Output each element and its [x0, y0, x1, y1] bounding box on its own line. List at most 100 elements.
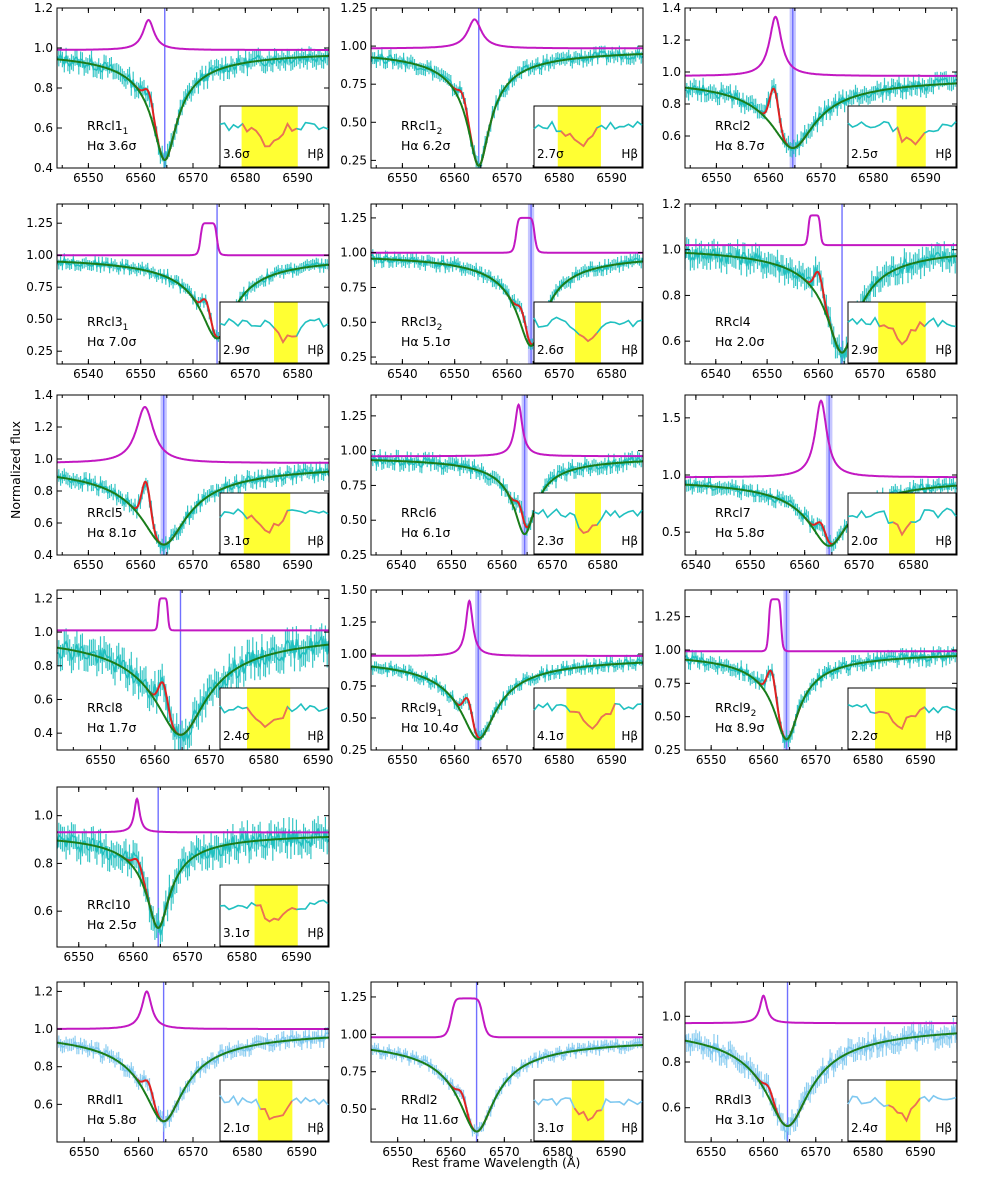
xtick-label-p15: 6590	[596, 1145, 627, 1159]
xtick-label-p13: 6560	[118, 950, 149, 964]
xtick-label-p2: 6560	[439, 171, 470, 185]
panel-p10: 6550 6560 6570 6580 6590 0.4 0.6 0.8 1.0 1.2 RRcl8…	[34, 589, 333, 767]
ytick-label-p7: 1.0	[34, 452, 53, 466]
model-absorption-p12	[685, 655, 957, 741]
xtick-label-p16: 6570	[800, 1145, 831, 1159]
ytick-label-p6: 1.2	[662, 197, 681, 211]
xtick-label-p9: 6540	[681, 558, 712, 572]
panels-group: 6550 6560 6570 6580 6590 0.4 0.6 0.8 1.0 1.2 RRcl1…	[26, 1, 958, 1159]
xtick-label-p2: 6570	[492, 171, 523, 185]
inset-sigma-p2: 2.7σ	[537, 147, 564, 161]
plot-area-p15	[371, 982, 643, 1142]
obs-spectrum-p10	[57, 633, 329, 742]
inset-sigma-p5: 2.6σ	[537, 343, 564, 357]
inset-fit-p3	[896, 127, 926, 146]
inset-sigma-p9: 2.0σ	[851, 534, 878, 548]
obs-spectrum-p2	[371, 48, 643, 168]
ytick-label-p11: 1.25	[340, 615, 367, 629]
inset-line-label-p8: Hβ	[621, 534, 638, 548]
model-absorption-p7	[57, 470, 329, 546]
panel-name-p9: RRcl7	[715, 505, 751, 520]
inset-line-label-p4: Hβ	[307, 343, 324, 357]
panel-name-p12: RRcl92	[715, 700, 756, 719]
panel-name-p14: RRdl1	[87, 1092, 124, 1107]
panel-sigma-p14: Hα 5.8σ	[87, 1112, 136, 1127]
inset-p9: 2.0σ Hβ	[847, 492, 957, 555]
panel-p12: 6550 6560 6570 6580 6590 0.25 0.50 0.75 1.00 1.25…	[654, 589, 958, 767]
inset-line-label-p9: Hβ	[935, 534, 952, 548]
ytick-label-p7: 0.8	[34, 484, 53, 498]
y-axis-label: Normalized flux	[8, 421, 23, 519]
xtick-label-p15: 6570	[489, 1145, 520, 1159]
xtick-label-p1: 6550	[73, 171, 104, 185]
ytick-label-p13: 0.8	[34, 856, 53, 870]
model-absorption-p11	[371, 661, 643, 741]
xtick-label-p5: 6550	[439, 367, 470, 381]
xtick-label-p14: 6560	[123, 1145, 154, 1159]
inset-p7: 3.1σ Hβ	[219, 492, 329, 555]
ytick-label-p4: 1.00	[26, 248, 53, 262]
panel-sigma-p13: Hα 2.5σ	[87, 917, 136, 932]
model-absorption-p16	[685, 1032, 957, 1127]
ytick-label-p1: 1.2	[34, 1, 53, 15]
xtick-label-p10: 6570	[194, 753, 225, 767]
xtick-label-p15: 6550	[382, 1145, 413, 1159]
ytick-label-p4: 0.25	[26, 344, 53, 358]
xtick-label-p5: 6560	[492, 367, 523, 381]
xtick-label-p12: 6570	[800, 753, 831, 767]
panel-p8: 6540 6550 6560 6570 6580 0.25 0.50 0.75 1.00 1.25…	[340, 394, 644, 572]
xtick-label-p10: 6580	[248, 753, 279, 767]
inset-line-label-p14: Hβ	[307, 1121, 324, 1135]
ytick-label-p4: 0.75	[26, 280, 53, 294]
ytick-label-p2: 1.25	[340, 1, 367, 15]
model-emission-p9	[685, 399, 957, 479]
xtick-label-p1: 6590	[282, 171, 313, 185]
ytick-label-p11: 0.50	[340, 711, 367, 725]
xtick-label-p12: 6580	[853, 753, 884, 767]
xtick-label-p3: 6550	[701, 171, 732, 185]
ytick-label-p12: 0.50	[654, 710, 681, 724]
xtick-label-p13: 6580	[227, 950, 258, 964]
ytick-label-p5: 0.75	[340, 280, 367, 294]
frame-p10	[56, 589, 330, 751]
model-absorption-p10	[57, 643, 329, 736]
plot-area-p14	[57, 982, 329, 1142]
ytick-label-p8: 0.25	[340, 548, 367, 562]
panel-sigma-p16: Hα 3.1σ	[715, 1112, 764, 1127]
inset-p16: 2.4σ Hβ	[847, 1079, 957, 1142]
plot-area-p7	[57, 395, 329, 555]
xtick-label-p5: 6580	[596, 367, 627, 381]
xtick-label-p3: 6580	[858, 171, 889, 185]
model-emission-p4	[57, 222, 329, 257]
obs-spectrum-p3	[685, 77, 957, 152]
panel-sigma-p6: Hα 2.0σ	[715, 334, 764, 349]
plot-area-p8	[371, 395, 643, 555]
inset-fit-p4	[273, 327, 297, 344]
xtick-label-p6: 6560	[803, 367, 834, 381]
ytick-label-p9: 0.5	[662, 525, 681, 539]
ytick-label-p4: 1.25	[26, 216, 53, 230]
plot-area-p11	[371, 590, 643, 750]
panel-sigma-p7: Hα 8.1σ	[87, 525, 136, 540]
panel-subscript-p1: 1	[123, 127, 129, 137]
model-emission-p16	[685, 994, 957, 1025]
ytick-label-p14: 1.0	[34, 1022, 53, 1036]
ytick-label-p11: 1.00	[340, 647, 367, 661]
ytick-label-p2: 1.00	[340, 39, 367, 53]
ytick-label-p3: 1.4	[662, 1, 681, 15]
obs-spectrum-p5	[371, 253, 643, 347]
ytick-label-p7: 0.4	[34, 548, 53, 562]
xtick-label-p11: 6590	[596, 753, 627, 767]
plot-area-p16	[685, 982, 957, 1142]
ytick-label-p8: 0.50	[340, 513, 367, 527]
xtick-label-p4: 6540	[73, 367, 104, 381]
inset-line-label-p12: Hβ	[935, 729, 952, 743]
xtick-label-p16: 6560	[748, 1145, 779, 1159]
inset-line-label-p7: Hβ	[307, 534, 324, 548]
ytick-label-p3: 1.0	[662, 65, 681, 79]
ytick-label-p9: 1.5	[662, 411, 681, 425]
model-emission-p15	[371, 997, 643, 1039]
ytick-label-p7: 1.4	[34, 388, 53, 402]
model-emission-p14	[57, 990, 329, 1030]
